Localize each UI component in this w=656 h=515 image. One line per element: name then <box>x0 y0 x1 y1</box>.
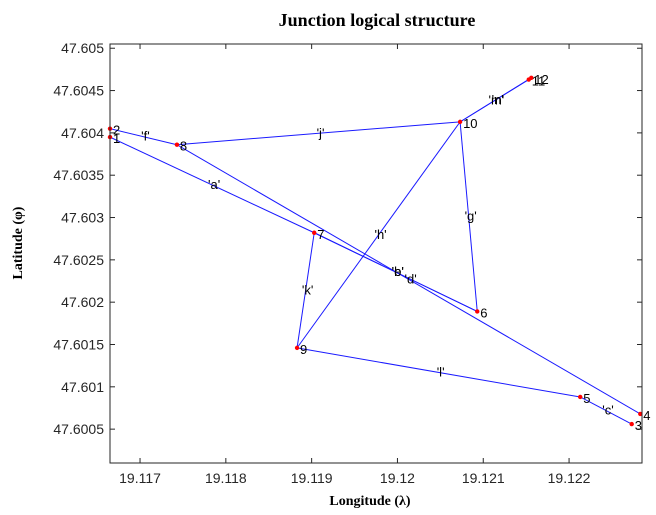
x-tick-label: 19.119 <box>291 470 333 486</box>
node-point-9 <box>294 345 300 351</box>
node-label-9: 9 <box>300 342 307 357</box>
node-label-6: 6 <box>480 305 487 320</box>
y-tick-label: 47.6025 <box>53 252 104 268</box>
node-label-5: 5 <box>583 391 590 406</box>
edge-line-7 <box>296 121 461 349</box>
x-tick-label: 19.12 <box>380 470 415 486</box>
x-tick-label: 19.117 <box>119 470 161 486</box>
y-tick-label: 47.6035 <box>53 167 104 183</box>
node-point-3 <box>629 421 634 427</box>
y-axis-label: Latitude (φ) <box>11 206 26 279</box>
plot-area: 'a' 'b' 'c' 'd''e' 'f' 'g' 'h' 'j' 'k' 'l' 'm''n' 1… <box>53 40 650 486</box>
node-label-10: 10 <box>463 116 477 131</box>
node-label-1: 1 <box>113 131 120 146</box>
y-tick-label: 47.603 <box>61 210 104 226</box>
edge-label-0: 'a' <box>208 177 220 192</box>
edge-label-4: 'e' <box>392 264 404 279</box>
node-point-6 <box>475 309 480 314</box>
chart-title: Junction logical structure <box>279 10 476 30</box>
edge-line-5 <box>109 128 178 146</box>
y-tick-label: 47.602 <box>61 294 104 310</box>
edge-line-0 <box>109 136 315 234</box>
y-tick-label: 47.6045 <box>53 83 104 99</box>
edge-line-6 <box>459 121 478 312</box>
node-label-8: 8 <box>180 139 187 154</box>
node-point-7 <box>312 230 317 235</box>
node-point-12 <box>529 75 534 81</box>
edge-label-3: 'd' <box>405 271 417 286</box>
y-tick-label: 47.6015 <box>53 336 104 352</box>
node-point-5 <box>578 394 583 400</box>
x-tick-label: 19.121 <box>462 470 505 486</box>
edge-line-8 <box>176 121 461 146</box>
edge-line-2 <box>579 396 632 425</box>
edge-label-5: 'f' <box>141 129 150 144</box>
node-label-3: 3 <box>635 418 642 433</box>
plot-frame <box>109 43 643 464</box>
node-label-2: 2 <box>113 123 120 138</box>
edge-label-8: 'j' <box>317 125 325 140</box>
node-label-12: 12 <box>534 72 548 87</box>
edge-line-4 <box>314 232 478 312</box>
edge-label-11: 'm' <box>489 93 505 108</box>
edge-line-9 <box>296 232 315 348</box>
edge-label-1: 'b' <box>392 264 404 279</box>
edge-label-6: 'g' <box>465 209 477 224</box>
x-tick-label: 19.122 <box>548 470 591 486</box>
edge-label-10: 'l' <box>437 364 445 379</box>
node-label-4: 4 <box>643 408 650 423</box>
edge-label-2: 'c' <box>602 403 613 418</box>
y-tick-label: 47.6005 <box>53 421 104 437</box>
edge-line-12 <box>459 77 532 123</box>
node-label-11: 11 <box>532 74 546 89</box>
node-label-7: 7 <box>317 227 324 242</box>
y-tick-label: 47.605 <box>61 40 104 56</box>
edge-label-9: 'k' <box>302 282 313 297</box>
node-point-10 <box>457 119 463 125</box>
edge-label-7: 'h' <box>374 227 386 242</box>
x-axis-label: Longitude (λ) <box>329 494 411 509</box>
edge-line-3 <box>176 144 641 415</box>
edge-label-12: 'n' <box>492 92 504 107</box>
y-tick-label: 47.604 <box>61 125 104 141</box>
node-point-8 <box>174 142 180 147</box>
edge-line-10 <box>296 347 581 398</box>
x-tick-label: 19.118 <box>205 470 247 486</box>
y-tick-label: 47.601 <box>61 379 104 395</box>
node-point-4 <box>638 411 643 417</box>
